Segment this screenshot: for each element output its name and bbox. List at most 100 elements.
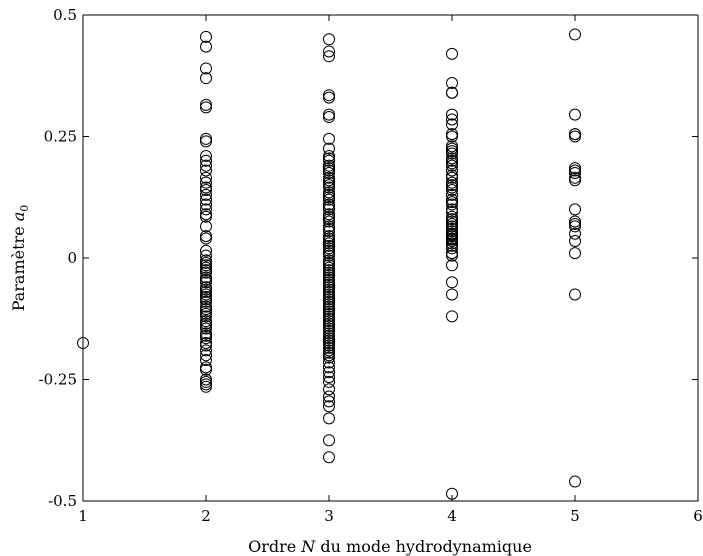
data-point — [200, 339, 212, 352]
data-point — [323, 213, 335, 226]
plot-frame — [82, 14, 699, 502]
data-point — [446, 203, 458, 216]
data-point — [569, 203, 581, 216]
data-point — [200, 307, 212, 320]
data-point — [569, 108, 581, 121]
data-point — [323, 132, 335, 145]
data-points — [77, 28, 581, 500]
data-point — [200, 327, 212, 340]
data-point — [200, 176, 212, 189]
data-point — [323, 322, 335, 335]
data-point — [200, 266, 212, 279]
data-point — [200, 254, 212, 267]
data-point — [200, 203, 212, 216]
data-point — [446, 152, 458, 165]
data-point — [446, 213, 458, 226]
data-point — [446, 233, 458, 246]
data-point — [446, 239, 458, 252]
data-point — [569, 162, 581, 175]
data-point — [446, 183, 458, 196]
data-point — [446, 310, 458, 323]
data-point — [323, 108, 335, 121]
data-point — [200, 281, 212, 294]
data-point — [200, 40, 212, 53]
data-point — [323, 283, 335, 296]
data-point — [569, 28, 581, 41]
data-point — [200, 98, 212, 111]
data-point — [200, 149, 212, 162]
data-point — [323, 346, 335, 359]
data-point — [323, 434, 335, 447]
data-point — [200, 373, 212, 386]
data-point — [200, 183, 212, 196]
data-point — [323, 356, 335, 369]
data-point — [200, 286, 212, 299]
data-point — [446, 225, 458, 238]
data-point — [200, 30, 212, 43]
data-point — [323, 171, 335, 184]
data-point — [323, 269, 335, 282]
data-point — [323, 181, 335, 194]
data-point — [446, 237, 458, 250]
data-point — [200, 276, 212, 289]
data-point — [200, 271, 212, 284]
data-point — [446, 164, 458, 177]
y-axis-title-variable: a — [9, 212, 28, 222]
data-point — [446, 128, 458, 141]
data-point — [323, 307, 335, 320]
data-point — [200, 198, 212, 211]
data-point — [323, 349, 335, 362]
data-point — [569, 234, 581, 247]
axis-ticks — [82, 14, 699, 502]
data-point — [200, 249, 212, 262]
data-point — [323, 259, 335, 272]
data-point — [323, 45, 335, 58]
data-point — [446, 159, 458, 172]
data-point — [446, 145, 458, 158]
data-point — [323, 293, 335, 306]
y-axis-title-prefix: Paramètre — [9, 226, 28, 311]
data-point — [323, 288, 335, 301]
data-point — [323, 339, 335, 352]
data-point — [323, 361, 335, 374]
data-point — [200, 210, 212, 223]
data-point — [200, 259, 212, 272]
data-point — [200, 315, 212, 328]
data-point — [323, 375, 335, 388]
data-point — [323, 191, 335, 204]
data-point — [323, 162, 335, 175]
data-point — [200, 159, 212, 172]
data-point — [323, 188, 335, 201]
data-point — [323, 351, 335, 364]
data-point — [323, 320, 335, 333]
data-point — [323, 142, 335, 155]
data-point — [446, 259, 458, 272]
data-point — [200, 135, 212, 148]
data-point — [200, 181, 212, 194]
data-point — [446, 215, 458, 228]
data-point — [323, 412, 335, 425]
data-point — [323, 344, 335, 357]
data-point — [323, 91, 335, 104]
x-axis-title-prefix: Ordre — [248, 537, 296, 556]
data-point — [323, 166, 335, 179]
data-point — [569, 220, 581, 233]
data-point — [323, 152, 335, 165]
data-point — [323, 395, 335, 408]
data-point — [569, 217, 581, 230]
data-point — [446, 77, 458, 90]
data-point — [323, 281, 335, 294]
data-point — [200, 72, 212, 85]
data-point — [323, 149, 335, 162]
data-point — [323, 264, 335, 277]
data-point — [569, 128, 581, 141]
data-point — [323, 290, 335, 303]
data-point — [200, 322, 212, 335]
data-point — [200, 300, 212, 313]
data-point — [323, 332, 335, 345]
data-point — [569, 171, 581, 184]
data-point — [200, 293, 212, 306]
data-point — [200, 154, 212, 167]
data-point — [446, 193, 458, 206]
